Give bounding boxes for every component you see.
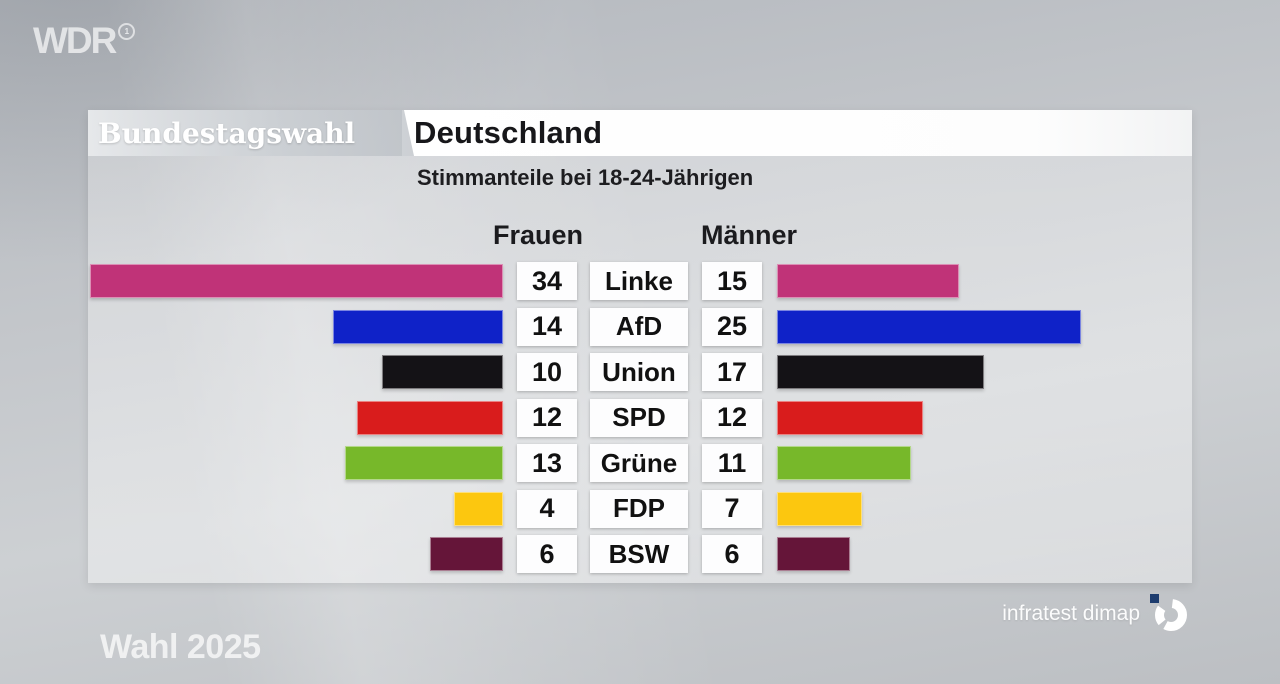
bar-cell-maenner bbox=[777, 399, 1190, 437]
party-label-union: Union bbox=[590, 353, 688, 391]
bar-frauen-fdp bbox=[454, 491, 503, 526]
bar-maenner-bsw bbox=[777, 537, 850, 571]
bar-maenner-linke bbox=[777, 264, 959, 298]
bar-frauen-linke bbox=[90, 264, 503, 298]
value-frauen-afd: 14 bbox=[517, 307, 577, 346]
value-frauen-spd: 12 bbox=[517, 398, 577, 437]
bar-maenner-union bbox=[777, 355, 984, 389]
bar-cell-maenner bbox=[777, 308, 1190, 346]
bar-cell-frauen bbox=[90, 490, 503, 528]
value-maenner-bsw: 6 bbox=[702, 535, 762, 573]
value-maenner-fdp: 7 bbox=[702, 489, 762, 528]
party-label-afd: AfD bbox=[590, 307, 688, 346]
party-label-bsw: BSW bbox=[590, 535, 688, 573]
bar-cell-maenner bbox=[777, 535, 1190, 573]
bar-maenner-grüne bbox=[777, 446, 911, 480]
column-header-maenner: Männer bbox=[700, 220, 798, 250]
bar-cell-frauen bbox=[90, 399, 503, 437]
bar-cell-frauen bbox=[90, 308, 503, 346]
party-label-grüne: Grüne bbox=[590, 444, 688, 482]
bar-cell-maenner bbox=[777, 444, 1190, 482]
title-bar: Deutschland Bundestagswahl bbox=[88, 110, 1192, 156]
value-frauen-union: 10 bbox=[517, 353, 577, 391]
column-header-frauen: Frauen bbox=[492, 220, 584, 250]
kicker-band: Bundestagswahl bbox=[88, 110, 414, 156]
chart-subtitle: Stimmanteile bei 18-24-Jährigen bbox=[417, 165, 754, 190]
bar-cell-maenner bbox=[777, 490, 1190, 528]
value-maenner-grüne: 11 bbox=[702, 444, 762, 482]
wdr-wordmark: WDR bbox=[33, 20, 117, 61]
bar-frauen-afd bbox=[333, 309, 503, 344]
value-maenner-afd: 25 bbox=[702, 307, 762, 346]
bar-cell-maenner bbox=[777, 353, 1190, 391]
wahl-2025-brand: Wahl 2025 bbox=[100, 628, 261, 666]
infratest-square bbox=[1150, 594, 1159, 603]
source-credit: infratest dimap bbox=[1002, 594, 1190, 634]
party-label-linke: Linke bbox=[590, 262, 688, 300]
bar-maenner-spd bbox=[777, 400, 923, 435]
bar-frauen-grüne bbox=[345, 446, 503, 480]
bar-maenner-fdp bbox=[777, 491, 862, 526]
value-maenner-union: 17 bbox=[702, 353, 762, 391]
ard-circle-icon: 1 bbox=[118, 23, 136, 40]
party-label-spd: SPD bbox=[590, 398, 688, 437]
bar-frauen-bsw bbox=[430, 537, 503, 571]
value-maenner-linke: 15 bbox=[702, 262, 762, 300]
value-frauen-fdp: 4 bbox=[517, 489, 577, 528]
bar-frauen-union bbox=[382, 355, 503, 389]
chart-row-bsw: 6 BSW 6 bbox=[90, 535, 1190, 573]
chart-row-linke: 34 Linke 15 bbox=[90, 262, 1190, 300]
bar-frauen-spd bbox=[357, 400, 503, 435]
infratest-dimap-icon bbox=[1150, 594, 1187, 631]
chart-row-union: 10 Union 17 bbox=[90, 353, 1190, 391]
chart-row-fdp: 4 FDP 7 bbox=[90, 489, 1190, 528]
chart-row-grüne: 13 Grüne 11 bbox=[90, 444, 1190, 482]
bar-cell-maenner bbox=[777, 262, 1190, 300]
value-frauen-bsw: 6 bbox=[517, 535, 577, 573]
wdr-logo: WDR 1 bbox=[33, 20, 136, 61]
chart-row-afd: 14 AfD 25 bbox=[90, 307, 1190, 346]
bar-cell-frauen bbox=[90, 353, 503, 391]
kicker-label: Bundestagswahl bbox=[98, 116, 356, 150]
page-title: Deutschland bbox=[414, 115, 603, 150]
value-maenner-spd: 12 bbox=[702, 398, 762, 437]
chart-rows: 34 Linke 15 14 AfD 25 10 Union 17 12 SPD 12 13 Grüne 1… bbox=[90, 262, 1190, 581]
value-frauen-grüne: 13 bbox=[517, 444, 577, 482]
source-label: infratest dimap bbox=[1002, 602, 1140, 625]
bar-maenner-afd bbox=[777, 309, 1081, 344]
chart-row-spd: 12 SPD 12 bbox=[90, 398, 1190, 437]
bar-cell-frauen bbox=[90, 262, 503, 300]
bar-cell-frauen bbox=[90, 535, 503, 573]
party-label-fdp: FDP bbox=[590, 489, 688, 528]
title-band: Deutschland bbox=[402, 110, 1192, 156]
bar-cell-frauen bbox=[90, 444, 503, 482]
value-frauen-linke: 34 bbox=[517, 262, 577, 300]
